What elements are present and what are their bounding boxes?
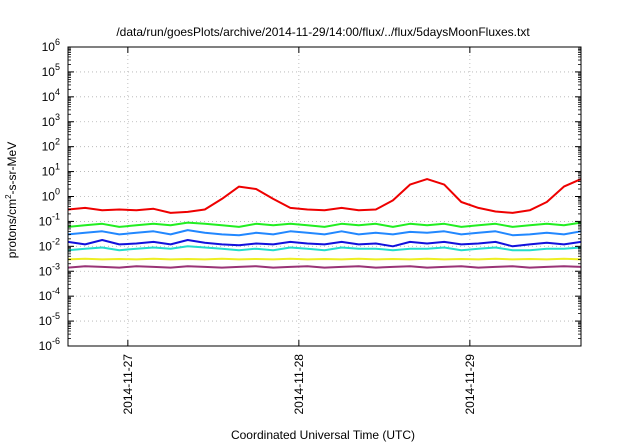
x-axis-label: Coordinated Universal Time (UTC) xyxy=(231,428,415,442)
y-tick-label-base: 10 xyxy=(39,214,53,228)
y-tick-label: 10-6 xyxy=(39,336,60,353)
series-line xyxy=(67,265,582,269)
y-tick-label-exponent: 0 xyxy=(55,187,60,197)
x-tick-label: 2014-11-29 xyxy=(463,354,477,415)
y-tick-label: 10-5 xyxy=(39,311,60,328)
y-tick-label-exponent: -1 xyxy=(52,211,60,221)
y-tick-label-base: 10 xyxy=(42,165,56,179)
chart-title: /data/run/goesPlots/archive/2014-11-29/1… xyxy=(116,25,530,39)
y-tick-label-exponent: -6 xyxy=(52,336,60,346)
y-tick-label: 103 xyxy=(42,112,60,129)
series-line xyxy=(67,178,582,214)
y-tick-label-exponent: 1 xyxy=(55,162,60,172)
y-tick-label-base: 10 xyxy=(39,314,53,328)
y-tick-label: 10-4 xyxy=(39,286,60,303)
y-axis: 10-610-510-410-310-210-11001011021031041… xyxy=(39,37,581,353)
x-tick-label: 2014-11-28 xyxy=(292,354,306,415)
series-lines xyxy=(67,178,582,269)
y-tick-label-exponent: 6 xyxy=(55,37,60,47)
y-axis-label-prefix: protons/cm xyxy=(5,199,19,258)
x-tick-label: 2014-11-27 xyxy=(121,354,135,415)
y-tick-label-base: 10 xyxy=(39,264,53,278)
y-tick-label-base: 10 xyxy=(39,339,53,353)
y-tick-label-exponent: -4 xyxy=(52,286,60,296)
y-tick-label-base: 10 xyxy=(39,239,53,253)
y-tick-label-base: 10 xyxy=(42,140,56,154)
y-tick-label: 100 xyxy=(42,187,60,204)
grid-lines xyxy=(68,47,581,346)
y-tick-label-exponent: 2 xyxy=(55,137,60,147)
y-axis-label: protons/cm2-s-sr-MeV xyxy=(4,142,19,258)
y-tick-label-exponent: 4 xyxy=(55,87,60,97)
y-axis-label-suffix: -s-sr-MeV xyxy=(5,142,19,195)
y-tick-label: 10-1 xyxy=(39,211,60,228)
y-tick-label: 106 xyxy=(42,37,60,54)
y-tick-label: 102 xyxy=(42,137,60,154)
y-tick-label: 101 xyxy=(42,162,60,179)
y-tick-label: 10-2 xyxy=(39,236,60,253)
y-tick-label-exponent: -2 xyxy=(52,236,60,246)
series-line xyxy=(67,245,582,252)
x-axis: 2014-11-27 2014-11-28 2014-11-29 xyxy=(121,47,477,415)
y-tick-label-exponent: -3 xyxy=(52,261,60,271)
y-tick-label-base: 10 xyxy=(42,190,56,204)
y-tick-label-base: 10 xyxy=(39,289,53,303)
series-line xyxy=(67,229,582,237)
series-line xyxy=(67,221,582,228)
y-tick-label: 105 xyxy=(42,62,60,79)
y-axis-label-sup: 2 xyxy=(4,194,13,199)
y-tick-label-exponent: -5 xyxy=(52,311,60,321)
y-tick-label-base: 10 xyxy=(42,65,56,79)
y-tick-label: 104 xyxy=(42,87,60,104)
y-tick-label: 10-3 xyxy=(39,261,60,278)
y-tick-label-exponent: 5 xyxy=(55,62,60,72)
series-line xyxy=(67,239,582,248)
y-tick-label-base: 10 xyxy=(42,90,56,104)
y-tick-label-base: 10 xyxy=(42,115,56,129)
y-tick-label-base: 10 xyxy=(42,40,56,54)
y-tick-label-exponent: 3 xyxy=(55,112,60,122)
series-line xyxy=(67,257,582,261)
